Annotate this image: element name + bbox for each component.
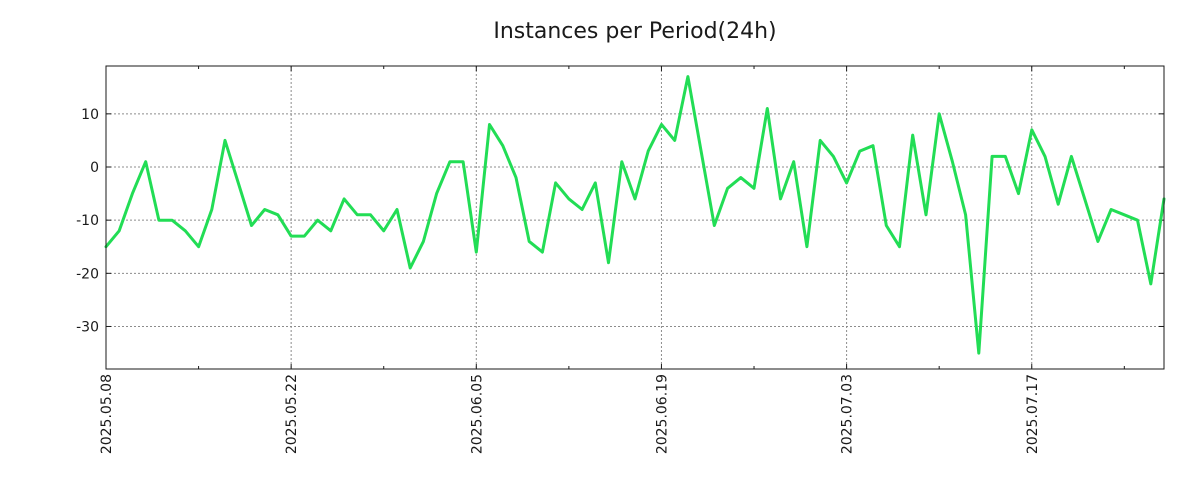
y-tick-label: -30	[76, 319, 99, 335]
x-tick-label: 2025.07.03	[840, 374, 856, 454]
x-axis-labels: 2025.05.08 2025.05.22 2025.06.05 2025.06.19…	[99, 374, 1041, 454]
y-tick-label: 10	[81, 107, 99, 123]
y-tick-label: -20	[76, 266, 99, 282]
x-tick-label: 2025.05.22	[284, 374, 300, 454]
plot-frame	[105, 65, 1165, 370]
y-tick-label: -10	[76, 213, 99, 229]
x-tick-label: 2025.07.17	[1025, 374, 1041, 454]
x-tick-label: 2025.05.08	[99, 374, 115, 454]
series-group	[104, 75, 1166, 355]
y-axis-labels: 10 0 -10 -20 -30	[76, 107, 99, 336]
x-tick-label: 2025.06.19	[654, 374, 670, 454]
chart-title: Instances per Period(24h)	[493, 19, 776, 44]
series-line-instances	[104, 75, 1166, 355]
axis-ticks	[105, 66, 1164, 369]
gridlines	[105, 66, 1164, 369]
y-tick-label: 0	[90, 160, 99, 176]
x-tick-label: 2025.06.05	[469, 374, 485, 454]
